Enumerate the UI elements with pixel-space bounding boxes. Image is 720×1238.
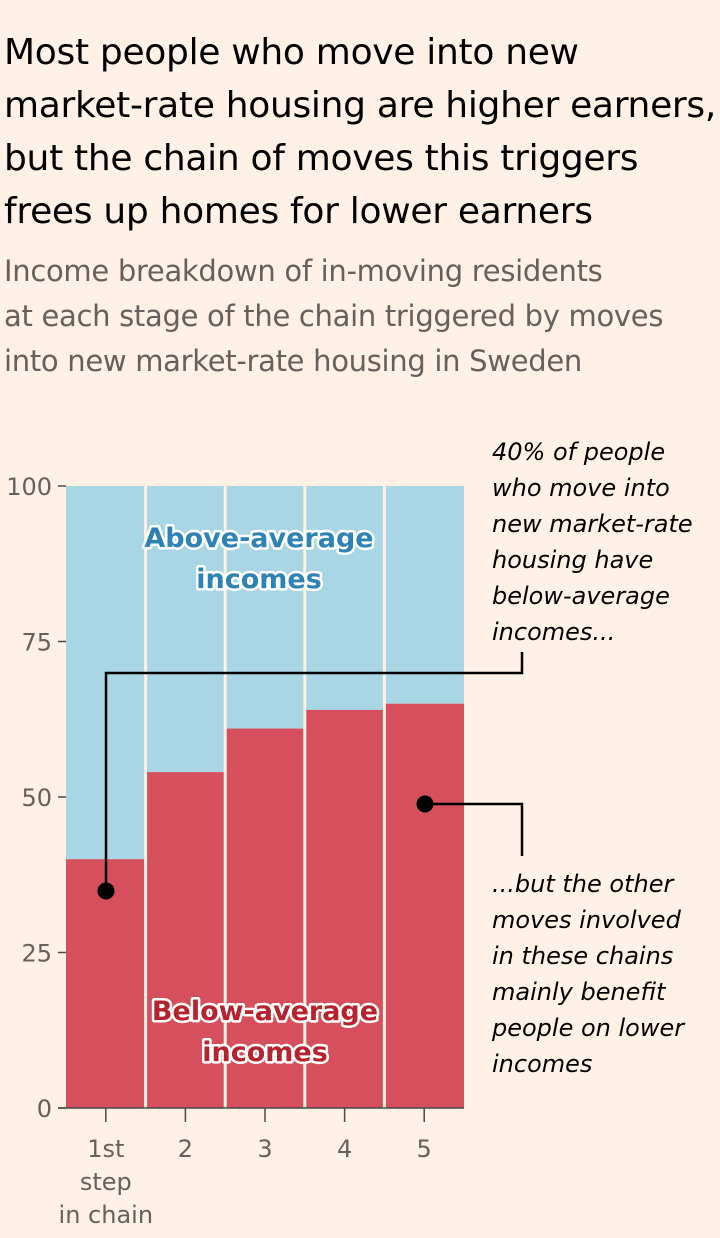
x-tick-label-5: 5 bbox=[417, 1135, 432, 1163]
annotation-top-leader-line bbox=[104, 652, 524, 890]
x-tick-label-4: 4 bbox=[337, 1135, 352, 1163]
annotation-top-marker-dot bbox=[97, 882, 115, 900]
chart-subtitle: Income breakdown of in-moving residents … bbox=[4, 254, 664, 378]
chart-title: Most people who move into new market-rat… bbox=[4, 32, 717, 232]
annotation-bottom-leader-line bbox=[425, 802, 524, 856]
y-tick-label-75: 75 bbox=[21, 629, 52, 657]
annotation-bottom-marker-dot bbox=[416, 795, 434, 813]
bars-layer bbox=[66, 486, 464, 1108]
bar-above-average-5 bbox=[385, 486, 464, 704]
bar-below-average-2 bbox=[147, 772, 224, 1108]
x-tick-label-2: 2 bbox=[178, 1135, 193, 1163]
annotations-layer: 40% of people who move into new market-rat… bbox=[97, 438, 693, 1078]
region-labels-layer: Above-average incomes Below-average incomes bbox=[142, 521, 381, 1071]
annotation-top: 40% of people who move into new market-rat… bbox=[492, 438, 693, 646]
x-tick-label-1: 1st step in chain bbox=[59, 1135, 154, 1229]
y-tick-label-25: 25 bbox=[21, 940, 52, 968]
y-tick-label-100: 100 bbox=[6, 473, 52, 501]
x-tick-label-3: 3 bbox=[257, 1135, 272, 1163]
bar-below-average-5 bbox=[385, 703, 464, 1108]
bar-below-average-1 bbox=[66, 859, 145, 1108]
region-label-below-average: Below-average incomes bbox=[152, 996, 378, 1068]
region-label-above-average: Above-average incomes bbox=[144, 523, 373, 595]
bar-above-average-2 bbox=[147, 486, 224, 773]
y-tick-label-0: 0 bbox=[37, 1095, 52, 1123]
bar-below-average-4 bbox=[306, 709, 383, 1108]
y-tick-label-50: 50 bbox=[21, 784, 52, 812]
bar-above-average-3 bbox=[226, 486, 304, 729]
bar-below-average-3 bbox=[226, 728, 304, 1108]
axis-layer: 0 25 50 75 100 1st step in chain 2 3 4 5 bbox=[6, 473, 464, 1229]
bar-above-average-4 bbox=[306, 486, 383, 710]
annotation-bottom: ...but the other moves involved in these c… bbox=[491, 870, 686, 1078]
